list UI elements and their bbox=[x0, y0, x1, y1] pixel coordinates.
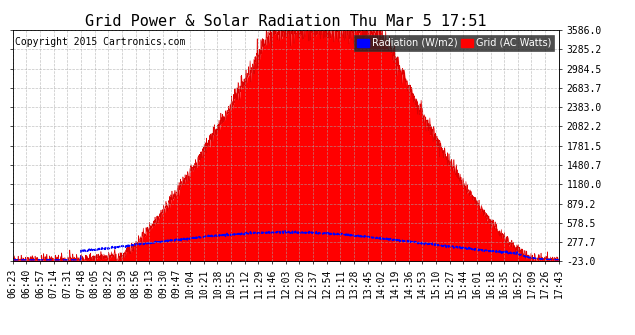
Text: Copyright 2015 Cartronics.com: Copyright 2015 Cartronics.com bbox=[15, 37, 186, 47]
Legend: Radiation (W/m2), Grid (AC Watts): Radiation (W/m2), Grid (AC Watts) bbox=[354, 35, 554, 51]
Title: Grid Power & Solar Radiation Thu Mar 5 17:51: Grid Power & Solar Radiation Thu Mar 5 1… bbox=[85, 14, 486, 29]
